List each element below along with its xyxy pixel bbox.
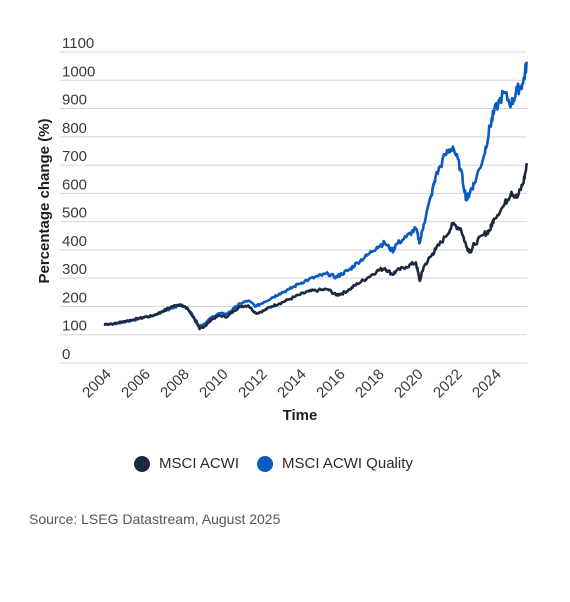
- x-tick-label: 2016: [313, 366, 349, 402]
- legend-label-msci-acwi: MSCI ACWI: [159, 455, 240, 472]
- x-tick-label: 2006: [118, 366, 154, 402]
- x-tick-label: 2014: [274, 366, 310, 402]
- legend-item-msci-acwi-quality: MSCI ACWI Quality: [257, 455, 413, 472]
- y-tick-label: 800: [62, 120, 87, 137]
- y-tick-label: 0: [62, 346, 70, 363]
- y-tick-label: 300: [62, 261, 87, 278]
- line-chart: 0 100 200 300 400 500 600 700 800 900 1000 1100 200…: [36, 35, 529, 424]
- x-tick-label: 2022: [430, 366, 466, 402]
- legend-label-msci-acwi-quality: MSCI ACWI Quality: [282, 455, 413, 472]
- x-tick-label: 2008: [157, 366, 193, 402]
- legend-marker-msci-acwi: [134, 455, 150, 472]
- series-line-msci-acwi: [103, 162, 529, 331]
- y-tick-label: 100: [62, 318, 87, 335]
- x-axis-ticks: 2004 2006 2008 2010 2012 2014 2016 2018 2020 2022…: [79, 366, 504, 402]
- y-axis-ticks: 0 100 200 300 400 500 600 700 800 900 1000 1100: [62, 35, 95, 363]
- y-tick-label: 1100: [62, 35, 94, 52]
- series-line-msci-acwi-quality: [103, 61, 529, 328]
- series-lines: [103, 61, 529, 331]
- legend-marker-msci-acwi-quality: [257, 455, 274, 472]
- source-note: Source: LSEG Datastream, August 2025: [29, 511, 281, 527]
- y-tick-label: 700: [62, 148, 87, 165]
- x-tick-label: 2010: [196, 366, 232, 402]
- gridlines: [60, 51, 527, 364]
- y-tick-label: 200: [62, 289, 87, 306]
- legend-item-msci-acwi: MSCI ACWI: [134, 455, 239, 472]
- x-tick-label: 2012: [235, 366, 271, 402]
- y-tick-label: 1000: [62, 63, 95, 80]
- legend: MSCI ACWI MSCI ACWI Quality: [134, 455, 431, 472]
- y-tick-label: 900: [62, 92, 87, 109]
- x-tick-label: 2020: [391, 366, 427, 402]
- x-tick-label: 2024: [469, 366, 505, 402]
- x-tick-label: 2018: [352, 366, 388, 402]
- y-tick-label: 600: [62, 176, 87, 193]
- x-tick-label: 2004: [79, 366, 115, 402]
- y-tick-label: 500: [62, 205, 87, 222]
- y-tick-label: 400: [62, 233, 87, 250]
- x-axis-title: Time: [283, 407, 318, 424]
- y-axis-title: Percentage change (%): [36, 118, 53, 283]
